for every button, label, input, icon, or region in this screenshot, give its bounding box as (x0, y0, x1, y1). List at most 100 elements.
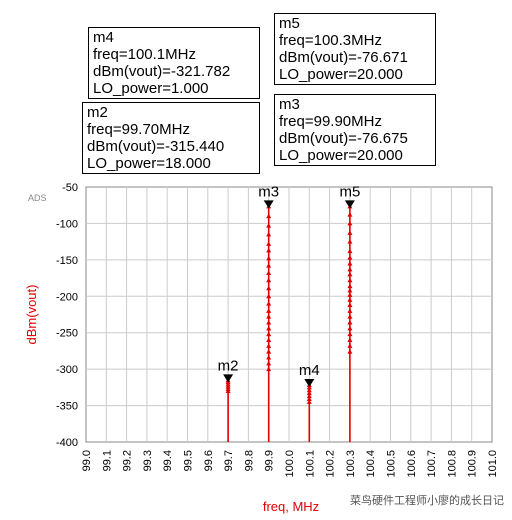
brand-label: ADS (28, 193, 47, 203)
stem-point (266, 349, 272, 354)
stem-point (266, 231, 272, 237)
readout-freq: freq=100.1MHz (93, 46, 196, 63)
stem-point (347, 337, 353, 342)
x-tick-label: 101.0 (487, 450, 499, 478)
stem-point (347, 248, 353, 254)
y-tick-label: -150 (56, 255, 78, 267)
readout-name: m4 (93, 29, 114, 46)
readout-dbm: dBm(vout)=-321.782 (93, 63, 231, 80)
x-tick-labels: 99.0 99.1 99.2 99.3 99.4 99.5 99.6 99.7 99.8 99.9… (81, 450, 499, 478)
stem-point (347, 277, 353, 283)
stem-point (266, 213, 272, 219)
x-tick-label: 100.3 (345, 450, 357, 478)
stem-series (225, 203, 353, 442)
x-tick-label: 99.8 (243, 450, 255, 471)
stem-point (306, 384, 312, 390)
stem-point (347, 302, 353, 308)
stem-point (306, 387, 312, 393)
x-tick-label: 99.4 (162, 450, 174, 471)
watermark: 菜鸟硬件工程师小廖的成长日记 (350, 495, 504, 507)
marker-readout-m4: m4 freq=100.1MHz dBm(vout)=-321.782 LO_p… (88, 27, 260, 99)
y-tick-label: -400 (56, 437, 78, 449)
readout-lo-power: LO_power=1.000 (93, 80, 209, 97)
readout-freq: freq=99.90MHz (279, 113, 382, 130)
stem-point (347, 266, 353, 272)
marker-group: m2 m3 m4 m5 (218, 183, 360, 388)
y-tick-label: -100 (56, 218, 78, 230)
stem-point (266, 241, 272, 246)
marker-triangle (223, 374, 234, 383)
marker-label: m2 (218, 357, 239, 374)
stem-point (347, 212, 353, 217)
x-tick-label: 100.1 (304, 450, 316, 478)
stem-point (266, 337, 272, 342)
readout-name: m2 (87, 104, 108, 121)
stem-point (347, 230, 353, 235)
x-tick-label: 99.3 (142, 450, 154, 471)
stem-point (225, 388, 231, 393)
y-axis-label: dBm(vout) (24, 285, 39, 345)
marker-readout-m3: m3 freq=99.90MHz dBm(vout)=-76.675 LO_po… (274, 94, 436, 166)
stem-point (306, 399, 312, 404)
readout-lo-power: LO_power=20.000 (279, 66, 403, 83)
readout-freq: freq=99.70MHz (87, 121, 190, 138)
stem-point (266, 360, 272, 366)
x-tick-label: 99.9 (264, 450, 276, 471)
x-tick-label: 100.6 (406, 450, 418, 478)
stem-point (347, 283, 353, 289)
x-tick-label: 100.9 (467, 450, 479, 478)
stem-point (266, 366, 272, 372)
stem-point (266, 270, 272, 275)
stem-point (347, 325, 353, 331)
stem-point (347, 331, 353, 337)
stem-point (266, 308, 272, 313)
stem-point (266, 325, 272, 331)
stem-point (306, 390, 312, 396)
marker-readout-m5: m5 freq=100.3MHz dBm(vout)=-76.671 LO_po… (274, 13, 436, 85)
marker-triangle (304, 379, 315, 388)
stem-point (347, 261, 353, 266)
readout-dbm: dBm(vout)=-76.671 (279, 49, 408, 66)
stem-point (266, 247, 272, 253)
stem-point (347, 343, 353, 348)
x-tick-label: 100.4 (365, 450, 377, 478)
stem-point (266, 263, 272, 268)
readout-dbm: dBm(vout)=-76.675 (279, 130, 408, 147)
readout-lo-power: LO_power=20.000 (279, 147, 403, 164)
stem-point (347, 220, 353, 226)
stem-point (266, 285, 272, 291)
stem-point (266, 314, 272, 319)
marker-label: m4 (299, 362, 320, 379)
stem-point (347, 271, 353, 277)
marker-label: m3 (258, 183, 279, 200)
stem-point (347, 255, 353, 260)
x-tick-label: 99.1 (101, 450, 113, 471)
marker-label: m5 (339, 183, 360, 200)
y-tick-label: -350 (56, 401, 78, 413)
x-tick-label: 100.7 (426, 450, 438, 478)
stem-point (347, 292, 353, 297)
stem-point (347, 320, 353, 325)
stem-point (347, 287, 353, 293)
x-tick-label: 99.2 (122, 450, 134, 471)
stem-point (266, 343, 272, 348)
stem-point (347, 239, 353, 244)
y-tick-label: -250 (56, 328, 78, 340)
y-tick-label: -200 (56, 291, 78, 303)
x-tick-label: 99.6 (203, 450, 215, 471)
stem-point (266, 320, 272, 325)
readout-lo-power: LO_power=18.000 (87, 155, 211, 172)
x-tick-label: 99.5 (183, 450, 195, 471)
x-tick-label: 99.7 (223, 450, 235, 471)
x-tick-label: 100.5 (386, 450, 398, 478)
stem-point (347, 314, 353, 319)
readout-name: m5 (279, 15, 300, 32)
readout-freq: freq=100.3MHz (279, 32, 382, 49)
stem-point (266, 255, 272, 261)
x-tick-label: 99.0 (81, 450, 93, 471)
readout-dbm: dBm(vout)=-315.440 (87, 138, 225, 155)
y-tick-label: -300 (56, 364, 78, 376)
stem-point (266, 293, 272, 299)
readout-name: m3 (279, 96, 300, 113)
